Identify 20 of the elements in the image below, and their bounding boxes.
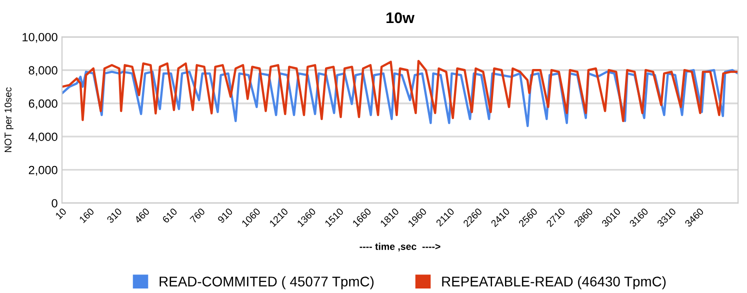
x-tick-label: 460 xyxy=(134,208,150,224)
x-tick-label: 310 xyxy=(106,208,122,224)
y-tick-label: 4,000 xyxy=(28,132,58,142)
legend-label: READ-COMMITED ( 45077 TpmC) xyxy=(160,276,374,290)
y-tick-label: 6,000 xyxy=(28,99,58,110)
x-tick-label: 760 xyxy=(190,208,206,224)
x-axis-title: ---- time ,sec ----> xyxy=(360,242,440,252)
x-tick-label: 160 xyxy=(78,208,94,224)
x-tick-label: 610 xyxy=(162,208,178,224)
x-tick-label: 910 xyxy=(217,208,234,224)
y-tick-label: 10,000 xyxy=(22,32,58,43)
chart-title: 10w xyxy=(386,12,414,24)
y-tick-label: 8,000 xyxy=(28,66,58,76)
y-tick-label: 0 xyxy=(52,199,58,208)
legend-label: REPEATABLE-READ (46430 TpmC) xyxy=(442,276,666,290)
x-tick-label: 10 xyxy=(55,208,67,220)
y-axis-title: NOT per 10sec xyxy=(4,87,14,152)
y-tick-label: 2,000 xyxy=(28,166,58,176)
line-series xyxy=(62,60,738,122)
line-series xyxy=(62,69,738,128)
